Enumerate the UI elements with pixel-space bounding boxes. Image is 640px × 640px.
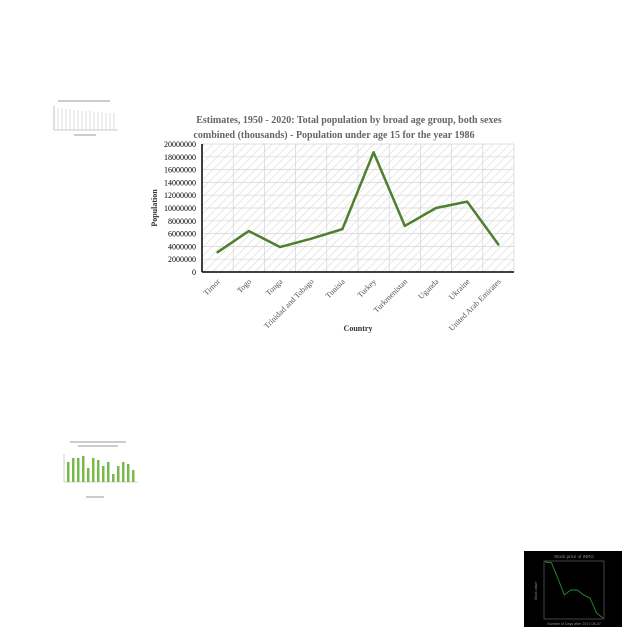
thumbnail-bar-chart bbox=[52, 438, 142, 510]
y-tick-label: 0 bbox=[192, 268, 196, 277]
y-tick-label: 12000000 bbox=[164, 191, 196, 200]
y-tick-label: 4000000 bbox=[168, 242, 196, 251]
y-tick-label: 16000000 bbox=[164, 166, 196, 175]
y-tick-label: 2000000 bbox=[168, 255, 196, 264]
x-tick-label: Tunisia bbox=[324, 277, 347, 300]
x-tick-label: Timor bbox=[202, 277, 223, 298]
x-tick-label: United Arab Emirates bbox=[447, 277, 503, 333]
stock-chart-y-label: Stock value bbox=[534, 582, 538, 601]
stock-chart-x-label: Number of Days after 2017-08-07 bbox=[547, 622, 601, 626]
series-line-population bbox=[216, 151, 500, 254]
y-tick-label: 8000000 bbox=[168, 217, 196, 226]
chart-title-line1: Estimates, 1950 - 2020: Total population… bbox=[196, 115, 502, 126]
x-axis-label: Country bbox=[344, 324, 373, 333]
x-tick-label: Uganda bbox=[416, 277, 440, 301]
grid-vertical bbox=[232, 144, 515, 272]
y-tick-label: 20000000 bbox=[164, 140, 196, 149]
x-tick-label: Tonga bbox=[264, 277, 285, 298]
y-tick-label: 14000000 bbox=[164, 178, 196, 187]
x-tick-label: Turkey bbox=[356, 277, 379, 300]
y-tick-labels: 0 2000000 4000000 6000000 8000000 10000000 120… bbox=[164, 140, 196, 277]
thumbnail-top-left bbox=[44, 96, 124, 142]
y-tick-label: 6000000 bbox=[168, 230, 196, 239]
x-tick-label: Togo bbox=[235, 277, 253, 295]
thumbnail-stock-chart: Stock price of INRG Number of Days after… bbox=[524, 551, 622, 627]
y-tick-label: 18000000 bbox=[164, 153, 196, 162]
y-tick-label: 10000000 bbox=[164, 204, 196, 213]
stock-series-line bbox=[544, 561, 604, 619]
x-tick-label: Ukraine bbox=[447, 277, 472, 302]
y-axis-label: Population bbox=[150, 189, 159, 227]
chart-title-line2: combined (thousands) - Population under … bbox=[193, 130, 474, 141]
stock-chart-title: Stock price of INRG bbox=[554, 554, 594, 559]
